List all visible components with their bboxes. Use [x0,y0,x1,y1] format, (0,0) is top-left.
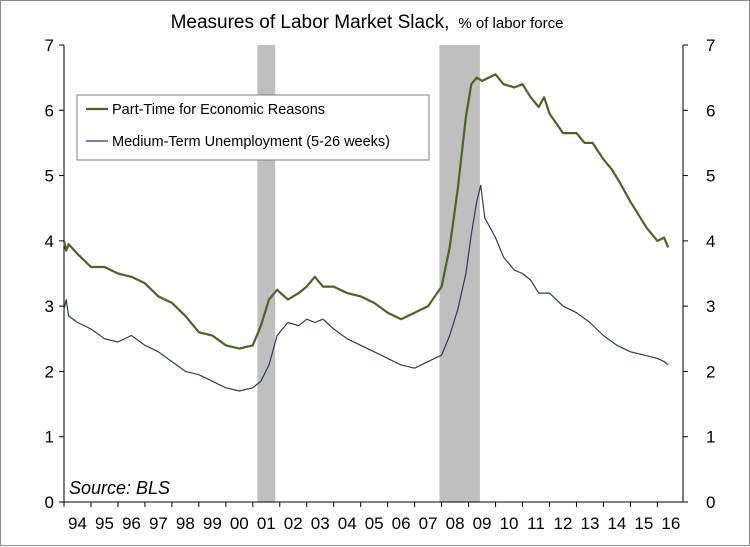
series-lines [62,73,670,392]
y-tick-label-right: 4 [706,232,715,251]
x-tick-label: 16 [661,514,680,533]
y-tick-label-left: 6 [45,101,54,120]
x-tick-label: 02 [284,514,303,533]
x-tick-label: 94 [68,514,87,533]
legend-box [76,94,430,161]
x-tick-label: 09 [473,514,492,533]
x-tick-label: 05 [365,514,384,533]
x-tick-label: 08 [446,514,465,533]
legend-label-medium-term: Medium-Term Unemployment (5-26 weeks) [112,134,390,150]
y-tick-label-right: 5 [706,167,715,186]
source-note: Source: BLS [69,478,170,498]
x-tick-label: 03 [311,514,330,533]
x-tick-label: 97 [149,514,168,533]
x-tick-label: 10 [500,514,519,533]
x-tick-label: 07 [419,514,438,533]
y-tick-label-right: 2 [706,362,715,381]
y-tick-label-left: 5 [45,167,54,186]
x-tick-label: 01 [257,514,276,533]
x-tick-label: 13 [580,514,599,533]
x-tick-label: 06 [392,514,411,533]
axes: 0 01 12 23 34 45 56 67 794 95 96 97 98 99 00 01 02 03 04 05… [45,36,716,533]
x-tick-label: 95 [95,514,114,533]
legend-label-part-time: Part-Time for Economic Reasons [112,102,325,118]
x-tick-label: 15 [634,514,653,533]
series-line-medium-term [63,184,669,392]
y-tick-label-left: 7 [45,36,54,55]
y-tick-label-left: 0 [45,493,54,512]
x-tick-label: 11 [527,514,545,533]
y-tick-label-left: 4 [45,232,54,251]
x-tick-label: 98 [176,514,195,533]
y-tick-label-left: 2 [45,362,54,381]
y-tick-label-left: 3 [45,297,54,316]
y-tick-label-right: 3 [706,297,715,316]
y-tick-label-right: 7 [706,36,715,55]
chart-title-sub: % of labor force [458,15,563,32]
series-line-part-time [62,73,670,350]
chart-title: Measures of Labor Market Slack, % of lab… [171,12,564,33]
x-tick-label: 99 [203,514,222,533]
x-tick-label: 14 [607,514,626,533]
recession-band-1 [439,45,480,502]
y-tick-label-right: 6 [706,101,715,120]
y-tick-label-right: 1 [706,428,715,447]
x-tick-label: 96 [122,514,141,533]
chart-title-main: Measures of Labor Market Slack, [171,12,450,33]
y-tick-label-left: 1 [45,428,54,447]
x-tick-label: 12 [554,514,573,533]
x-tick-label: 00 [230,514,249,533]
x-tick-label: 04 [338,514,357,533]
y-tick-label-right: 0 [706,493,715,512]
